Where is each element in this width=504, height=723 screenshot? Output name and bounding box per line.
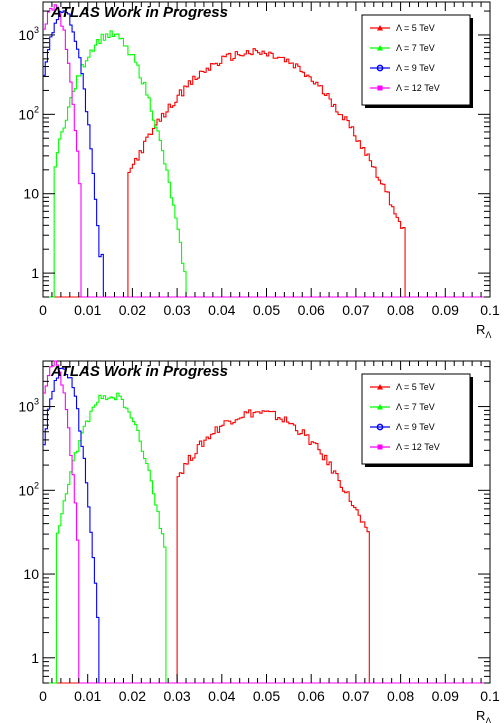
legend-label: Λ = 9 TeV [396, 63, 435, 73]
atlas-label: ATLAS Work in Progress [50, 363, 228, 380]
x-tick-label: 0.1 [480, 302, 500, 318]
x-tick-label: 0.08 [387, 302, 414, 318]
legend-marker-square [377, 85, 383, 91]
legend-marker-triangle [377, 384, 383, 390]
legend-marker-triangle [377, 404, 383, 410]
legend-label: Λ = 12 TeV [396, 83, 440, 93]
y-tick-label: 102 [18, 480, 39, 498]
legend-marker-triangle [377, 45, 383, 51]
atlas-label: ATLAS Work in Progress [50, 4, 228, 21]
y-tick-label: 102 [18, 104, 39, 122]
legend-label: Λ = 12 TeV [396, 442, 440, 452]
y-tick-label: 103 [18, 397, 39, 415]
legend-marker-square [377, 444, 383, 450]
y-tick-label: 103 [18, 25, 39, 43]
y-tick-label: 10 [23, 566, 39, 582]
x-tick-label: 0.05 [253, 688, 280, 704]
x-tick-label: 0.05 [253, 302, 280, 318]
x-tick-label: 0.06 [298, 688, 325, 704]
x-tick-label: 0.02 [119, 688, 146, 704]
x-tick-label: 0.06 [298, 302, 325, 318]
y-tick-label: 1 [31, 650, 39, 666]
legend-label: Λ = 7 TeV [396, 402, 435, 412]
x-tick-label: 0.07 [342, 688, 369, 704]
legend-marker-circle [376, 64, 384, 72]
histogram-series-red [43, 48, 490, 298]
y-tick-label: 1 [31, 265, 39, 281]
y-tick-label: 10 [23, 186, 39, 202]
x-tick-label: 0.09 [432, 302, 459, 318]
histogram-series-magenta [43, 360, 490, 684]
x-tick-label: 0.08 [387, 688, 414, 704]
x-tick-label: 0.01 [74, 302, 101, 318]
x-tick-label: 0.09 [432, 688, 459, 704]
legend-label: Λ = 5 TeV [396, 23, 435, 33]
x-axis-title: RΛ [476, 322, 491, 340]
legend-marker-triangle [377, 25, 383, 31]
legend-label: Λ = 9 TeV [396, 422, 435, 432]
x-tick-label: 0.03 [163, 688, 190, 704]
x-tick-label: 0 [39, 688, 47, 704]
histogram-panel-bottom: 0 0.01 0.02 0.03 0.04 0.05 0.06 0.07 0.08 0.09 0.1… [18, 360, 500, 723]
x-tick-label: 0 [39, 302, 47, 318]
x-axis-title: RΛ [476, 708, 491, 723]
x-tick-label: 0.07 [342, 302, 369, 318]
legend-marker-circle [376, 423, 384, 431]
x-tick-label: 0.03 [163, 302, 190, 318]
x-tick-label: 0.1 [480, 688, 500, 704]
x-tick-label: 0.04 [208, 302, 235, 318]
legend-label: Λ = 7 TeV [396, 43, 435, 53]
x-tick-label: 0.02 [119, 302, 146, 318]
legend-label: Λ = 5 TeV [396, 382, 435, 392]
x-tick-label: 0.01 [74, 688, 101, 704]
x-tick-label: 0.04 [208, 688, 235, 704]
histogram-panel-top: 0 0.01 0.02 0.03 0.04 0.05 0.06 0.07 0.08 0.09 0.1… [18, 1, 500, 340]
